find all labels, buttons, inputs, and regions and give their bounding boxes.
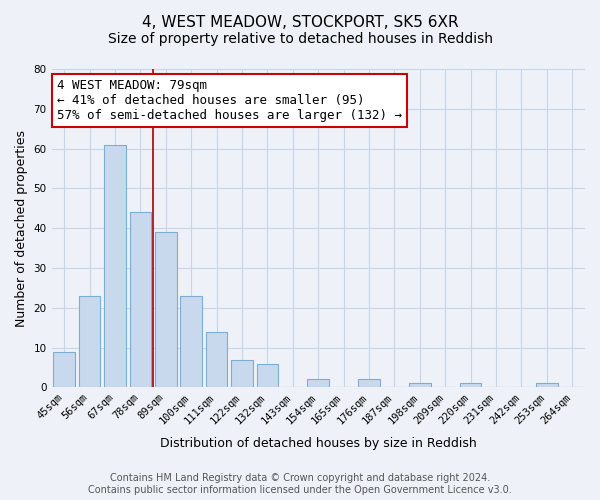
Y-axis label: Number of detached properties: Number of detached properties	[15, 130, 28, 326]
Bar	[53, 352, 75, 388]
Text: 4 WEST MEADOW: 79sqm
← 41% of detached houses are smaller (95)
57% of semi-detac: 4 WEST MEADOW: 79sqm ← 41% of detached h…	[57, 78, 402, 122]
Bar	[460, 384, 481, 388]
Bar	[358, 380, 380, 388]
Bar	[536, 384, 557, 388]
Bar	[409, 384, 431, 388]
Bar	[257, 364, 278, 388]
Bar	[79, 296, 100, 388]
Bar	[130, 212, 151, 388]
Bar	[206, 332, 227, 388]
Text: 4, WEST MEADOW, STOCKPORT, SK5 6XR: 4, WEST MEADOW, STOCKPORT, SK5 6XR	[142, 15, 458, 30]
X-axis label: Distribution of detached houses by size in Reddish: Distribution of detached houses by size …	[160, 437, 476, 450]
Text: Contains HM Land Registry data © Crown copyright and database right 2024.
Contai: Contains HM Land Registry data © Crown c…	[88, 474, 512, 495]
Bar	[307, 380, 329, 388]
Bar	[181, 296, 202, 388]
Bar	[155, 232, 176, 388]
Bar	[231, 360, 253, 388]
Bar	[104, 144, 126, 388]
Text: Size of property relative to detached houses in Reddish: Size of property relative to detached ho…	[107, 32, 493, 46]
